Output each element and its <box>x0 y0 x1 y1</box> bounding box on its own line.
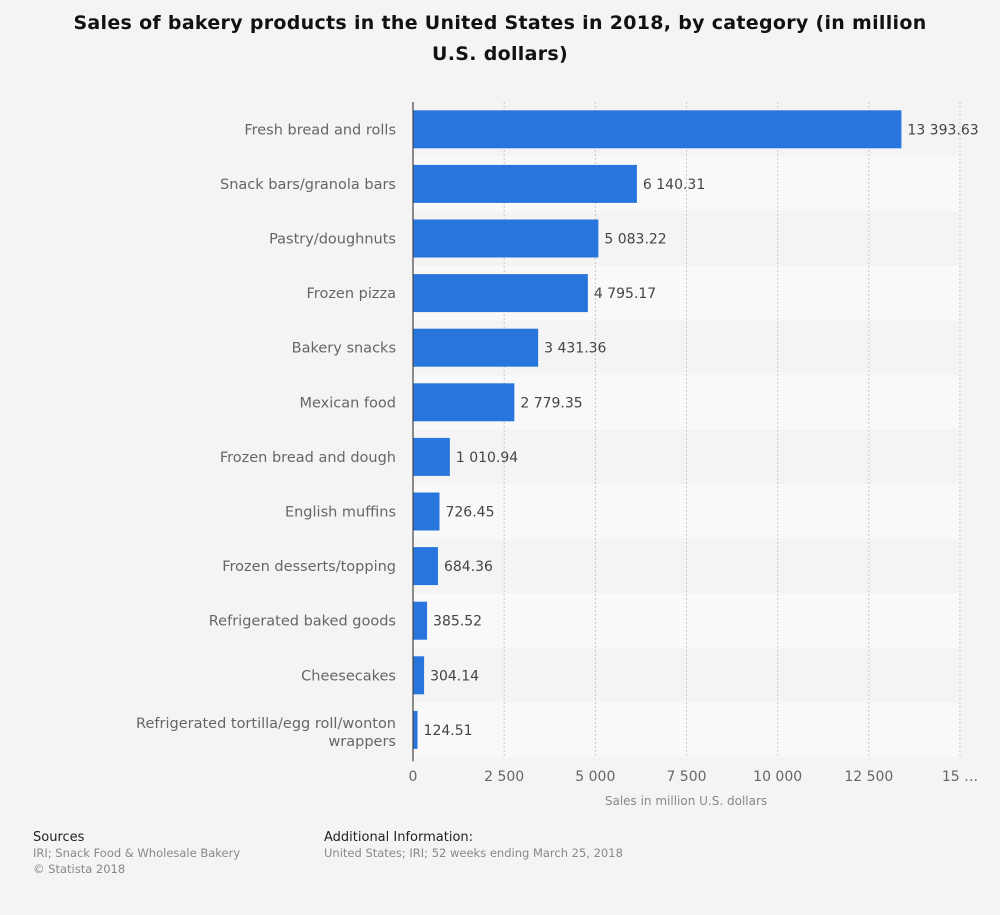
y-category-label: Frozen desserts/topping <box>222 559 396 575</box>
additional-info-block: Additional Information: United States; I… <box>324 830 623 861</box>
bar <box>413 547 438 586</box>
y-category-label: Fresh bread and rolls <box>244 122 396 138</box>
x-tick-label: 7 500 <box>666 769 706 785</box>
y-category-label: Refrigerated baked goods <box>209 614 396 630</box>
bar <box>413 437 450 476</box>
sources-block: Sources IRI; Snack Food & Wholesale Bake… <box>33 830 240 877</box>
bar-chart: 0 2 500 5 000 7 500 10 000 12 500 15 … 13 393.6… <box>136 102 979 808</box>
data-label: 124.51 <box>424 723 473 739</box>
bar <box>413 601 428 640</box>
bar <box>413 274 588 313</box>
bar <box>413 492 440 531</box>
data-label: 4 795.17 <box>594 286 656 302</box>
data-label: 2 779.35 <box>520 395 582 411</box>
y-category-label: English muffins <box>285 505 396 521</box>
x-tick-label: 5 000 <box>575 769 615 785</box>
x-tick-label: 2 500 <box>484 769 524 785</box>
sources-heading: Sources <box>33 830 85 845</box>
bar <box>413 710 418 749</box>
data-label: 684.36 <box>444 559 493 575</box>
x-tick-label: 0 <box>409 769 418 785</box>
x-axis-title: Sales in million U.S. dollars <box>605 794 767 808</box>
data-label: 6 140.31 <box>643 177 705 193</box>
copyright: © Statista 2018 <box>33 862 126 876</box>
y-category-label: Cheesecakes <box>301 668 396 684</box>
x-tick-label: 15 … <box>942 769 978 785</box>
y-category-label: Pastry/doughnuts <box>269 232 396 248</box>
y-category-label: Mexican food <box>300 395 397 411</box>
x-tick-label: 12 500 <box>844 769 893 785</box>
y-category-label: Bakery snacks <box>292 341 396 357</box>
chart-title: Sales of bakery products in the United S… <box>73 12 927 65</box>
bar <box>413 656 425 695</box>
data-label: 5 083.22 <box>604 232 666 248</box>
data-label: 304.14 <box>430 668 479 684</box>
additional-text: United States; IRI; 52 weeks ending Marc… <box>324 846 623 860</box>
bar <box>413 383 515 422</box>
bar <box>413 328 539 367</box>
x-tick-label: 10 000 <box>753 769 802 785</box>
bar <box>413 110 902 149</box>
additional-heading: Additional Information: <box>324 830 474 845</box>
data-label: 1 010.94 <box>456 450 518 466</box>
bar <box>413 219 599 258</box>
y-category-label: Refrigerated tortilla/egg roll/wonton wra… <box>136 716 396 750</box>
y-category-label: Snack bars/granola bars <box>220 177 396 193</box>
data-label: 385.52 <box>433 614 482 630</box>
data-label: 13 393.63 <box>907 122 978 138</box>
sources-text: IRI; Snack Food & Wholesale Bakery <box>33 846 241 860</box>
data-label: 726.45 <box>445 505 494 521</box>
y-category-label: Frozen pizza <box>307 286 396 302</box>
bar <box>413 164 637 203</box>
y-category-label: Frozen bread and dough <box>220 450 396 466</box>
data-label: 3 431.36 <box>544 341 606 357</box>
